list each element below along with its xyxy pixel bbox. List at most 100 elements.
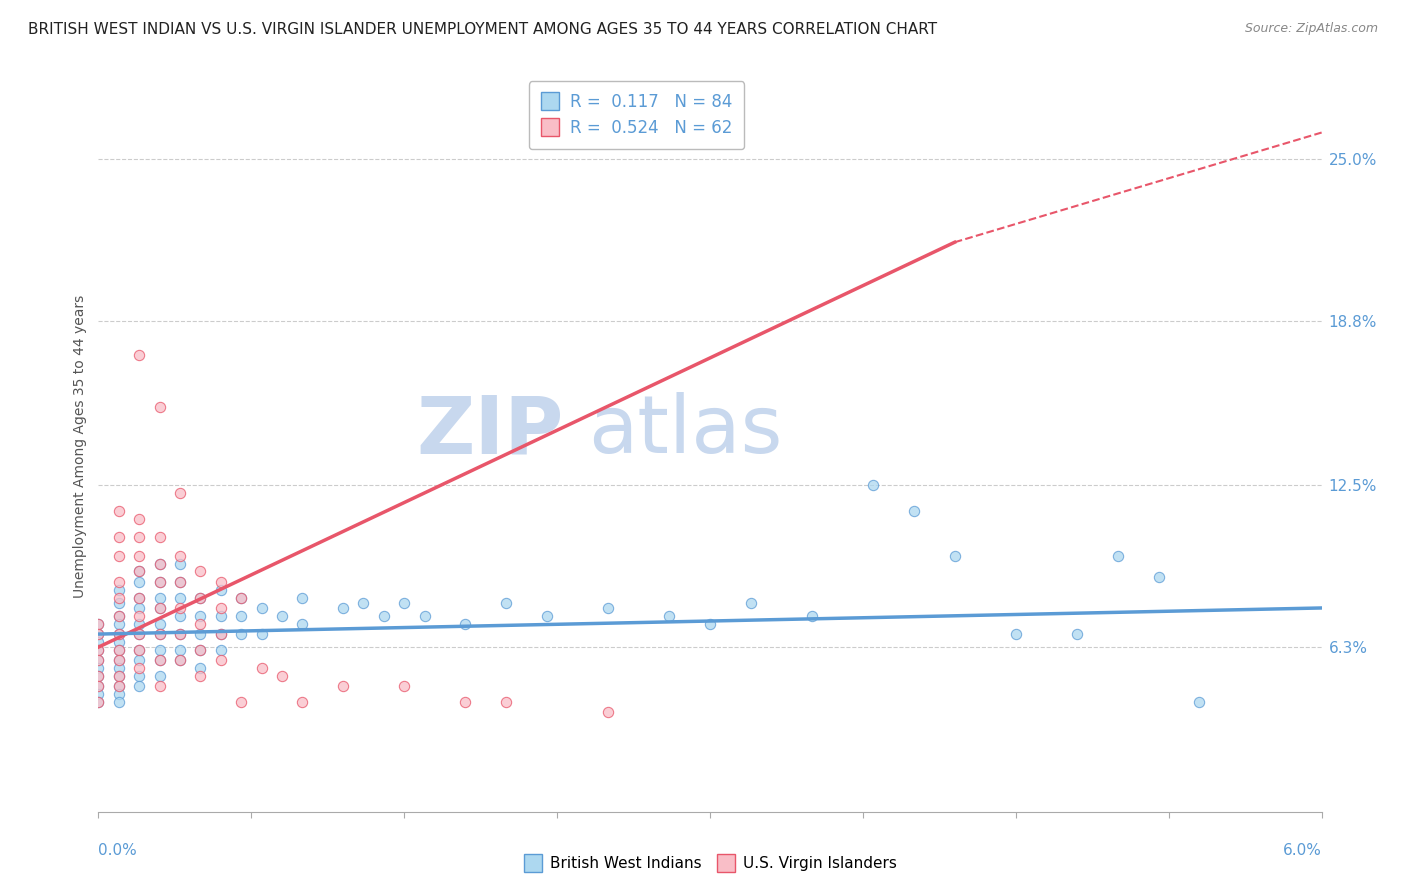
Point — [149, 653, 172, 667]
Point — [108, 653, 131, 667]
Point — [188, 642, 212, 657]
Point — [128, 642, 150, 657]
Point — [108, 669, 131, 683]
Point — [128, 591, 150, 605]
Point — [108, 582, 131, 597]
Point — [699, 616, 721, 631]
Text: 6.0%: 6.0% — [1282, 843, 1322, 858]
Point — [87, 642, 110, 657]
Point — [128, 627, 150, 641]
Point — [209, 608, 232, 623]
Point — [291, 616, 314, 631]
Point — [108, 661, 131, 675]
Point — [128, 530, 150, 544]
Point — [352, 596, 374, 610]
Point — [658, 608, 681, 623]
Point — [87, 627, 110, 641]
Point — [188, 591, 212, 605]
Point — [209, 627, 232, 641]
Text: ZIP: ZIP — [416, 392, 564, 470]
Point — [149, 557, 172, 571]
Point — [169, 486, 191, 500]
Point — [188, 565, 212, 579]
Point — [128, 679, 150, 693]
Y-axis label: Unemployment Among Ages 35 to 44 years: Unemployment Among Ages 35 to 44 years — [73, 294, 87, 598]
Point — [270, 608, 292, 623]
Point — [209, 642, 232, 657]
Point — [108, 635, 131, 649]
Point — [149, 653, 172, 667]
Point — [149, 642, 172, 657]
Point — [332, 601, 354, 615]
Point — [231, 608, 253, 623]
Point — [149, 679, 172, 693]
Point — [598, 601, 620, 615]
Point — [231, 695, 253, 709]
Point — [169, 574, 191, 589]
Point — [1066, 627, 1088, 641]
Point — [454, 695, 477, 709]
Legend: British West Indians, U.S. Virgin Islanders: British West Indians, U.S. Virgin Island… — [517, 850, 903, 877]
Point — [169, 549, 191, 563]
Point — [231, 591, 253, 605]
Point — [108, 608, 131, 623]
Point — [740, 596, 762, 610]
Point — [169, 557, 191, 571]
Point — [128, 653, 150, 667]
Point — [209, 582, 232, 597]
Point — [536, 608, 558, 623]
Point — [188, 616, 212, 631]
Point — [87, 616, 110, 631]
Point — [128, 669, 150, 683]
Text: 0.0%: 0.0% — [98, 843, 138, 858]
Point — [87, 642, 110, 657]
Point — [149, 627, 172, 641]
Point — [903, 504, 925, 518]
Point — [392, 679, 416, 693]
Point — [108, 574, 131, 589]
Point — [1188, 695, 1211, 709]
Point — [250, 661, 273, 675]
Point — [149, 574, 172, 589]
Point — [862, 478, 884, 492]
Point — [128, 591, 150, 605]
Point — [1004, 627, 1026, 641]
Point — [149, 601, 172, 615]
Point — [169, 601, 191, 615]
Point — [270, 669, 292, 683]
Point — [128, 642, 150, 657]
Point — [108, 549, 131, 563]
Point — [108, 616, 131, 631]
Point — [231, 591, 253, 605]
Point — [108, 591, 131, 605]
Point — [108, 669, 131, 683]
Point — [128, 627, 150, 641]
Point — [209, 653, 232, 667]
Point — [454, 616, 477, 631]
Point — [149, 591, 172, 605]
Point — [801, 608, 824, 623]
Point — [188, 608, 212, 623]
Point — [169, 608, 191, 623]
Point — [87, 635, 110, 649]
Point — [87, 616, 110, 631]
Point — [108, 608, 131, 623]
Point — [188, 669, 212, 683]
Point — [149, 400, 172, 414]
Point — [943, 549, 966, 563]
Point — [128, 549, 150, 563]
Point — [128, 608, 150, 623]
Point — [169, 574, 191, 589]
Point — [108, 642, 131, 657]
Point — [128, 348, 150, 362]
Point — [392, 596, 416, 610]
Point — [149, 574, 172, 589]
Point — [149, 601, 172, 615]
Point — [149, 530, 172, 544]
Point — [87, 679, 110, 693]
Point — [250, 627, 273, 641]
Point — [1107, 549, 1129, 563]
Point — [108, 596, 131, 610]
Point — [149, 669, 172, 683]
Point — [169, 627, 191, 641]
